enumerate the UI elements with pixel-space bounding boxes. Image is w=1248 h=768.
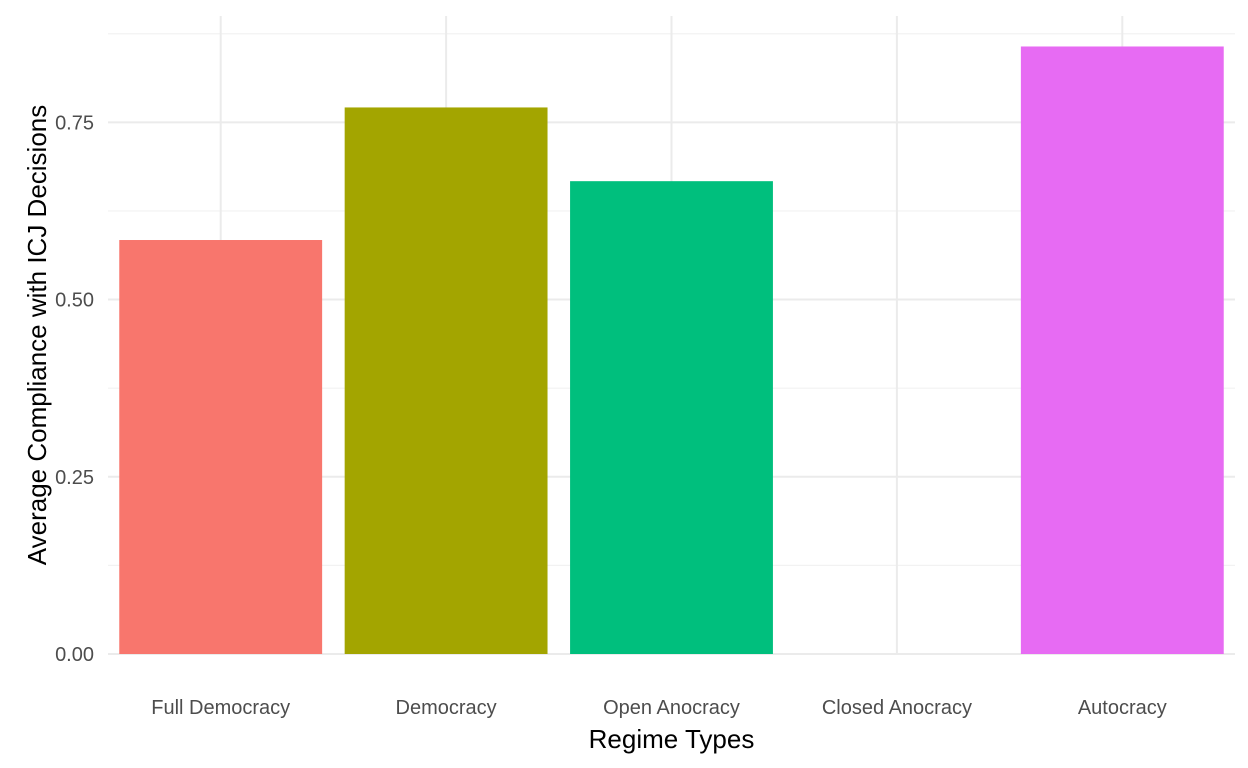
x-tick-label: Full Democracy [151,697,290,719]
x-tick-label: Autocracy [1078,697,1167,719]
bar [570,181,773,654]
y-tick-label: 0.00 [55,644,94,666]
bar [1020,46,1224,654]
x-tick-label: Democracy [396,697,497,719]
y-axis-ticks: 0.00 0.25 0.50 0.75 [55,112,94,666]
bar [344,107,548,655]
x-tick-label: Open Anocracy [603,697,740,719]
y-tick-label: 0.50 [55,290,94,312]
y-axis-title: Average Compliance with ICJ Decisions [22,105,52,566]
y-tick-label: 0.25 [55,467,94,489]
x-axis-title: Regime Types [589,724,755,754]
x-tick-label: Closed Anocracy [822,697,972,719]
bar [119,240,323,654]
bars [119,46,1224,655]
y-tick-label: 0.75 [55,112,94,134]
x-axis-ticks: Full Democracy Democracy Open Anocracy Clos… [151,697,1167,719]
